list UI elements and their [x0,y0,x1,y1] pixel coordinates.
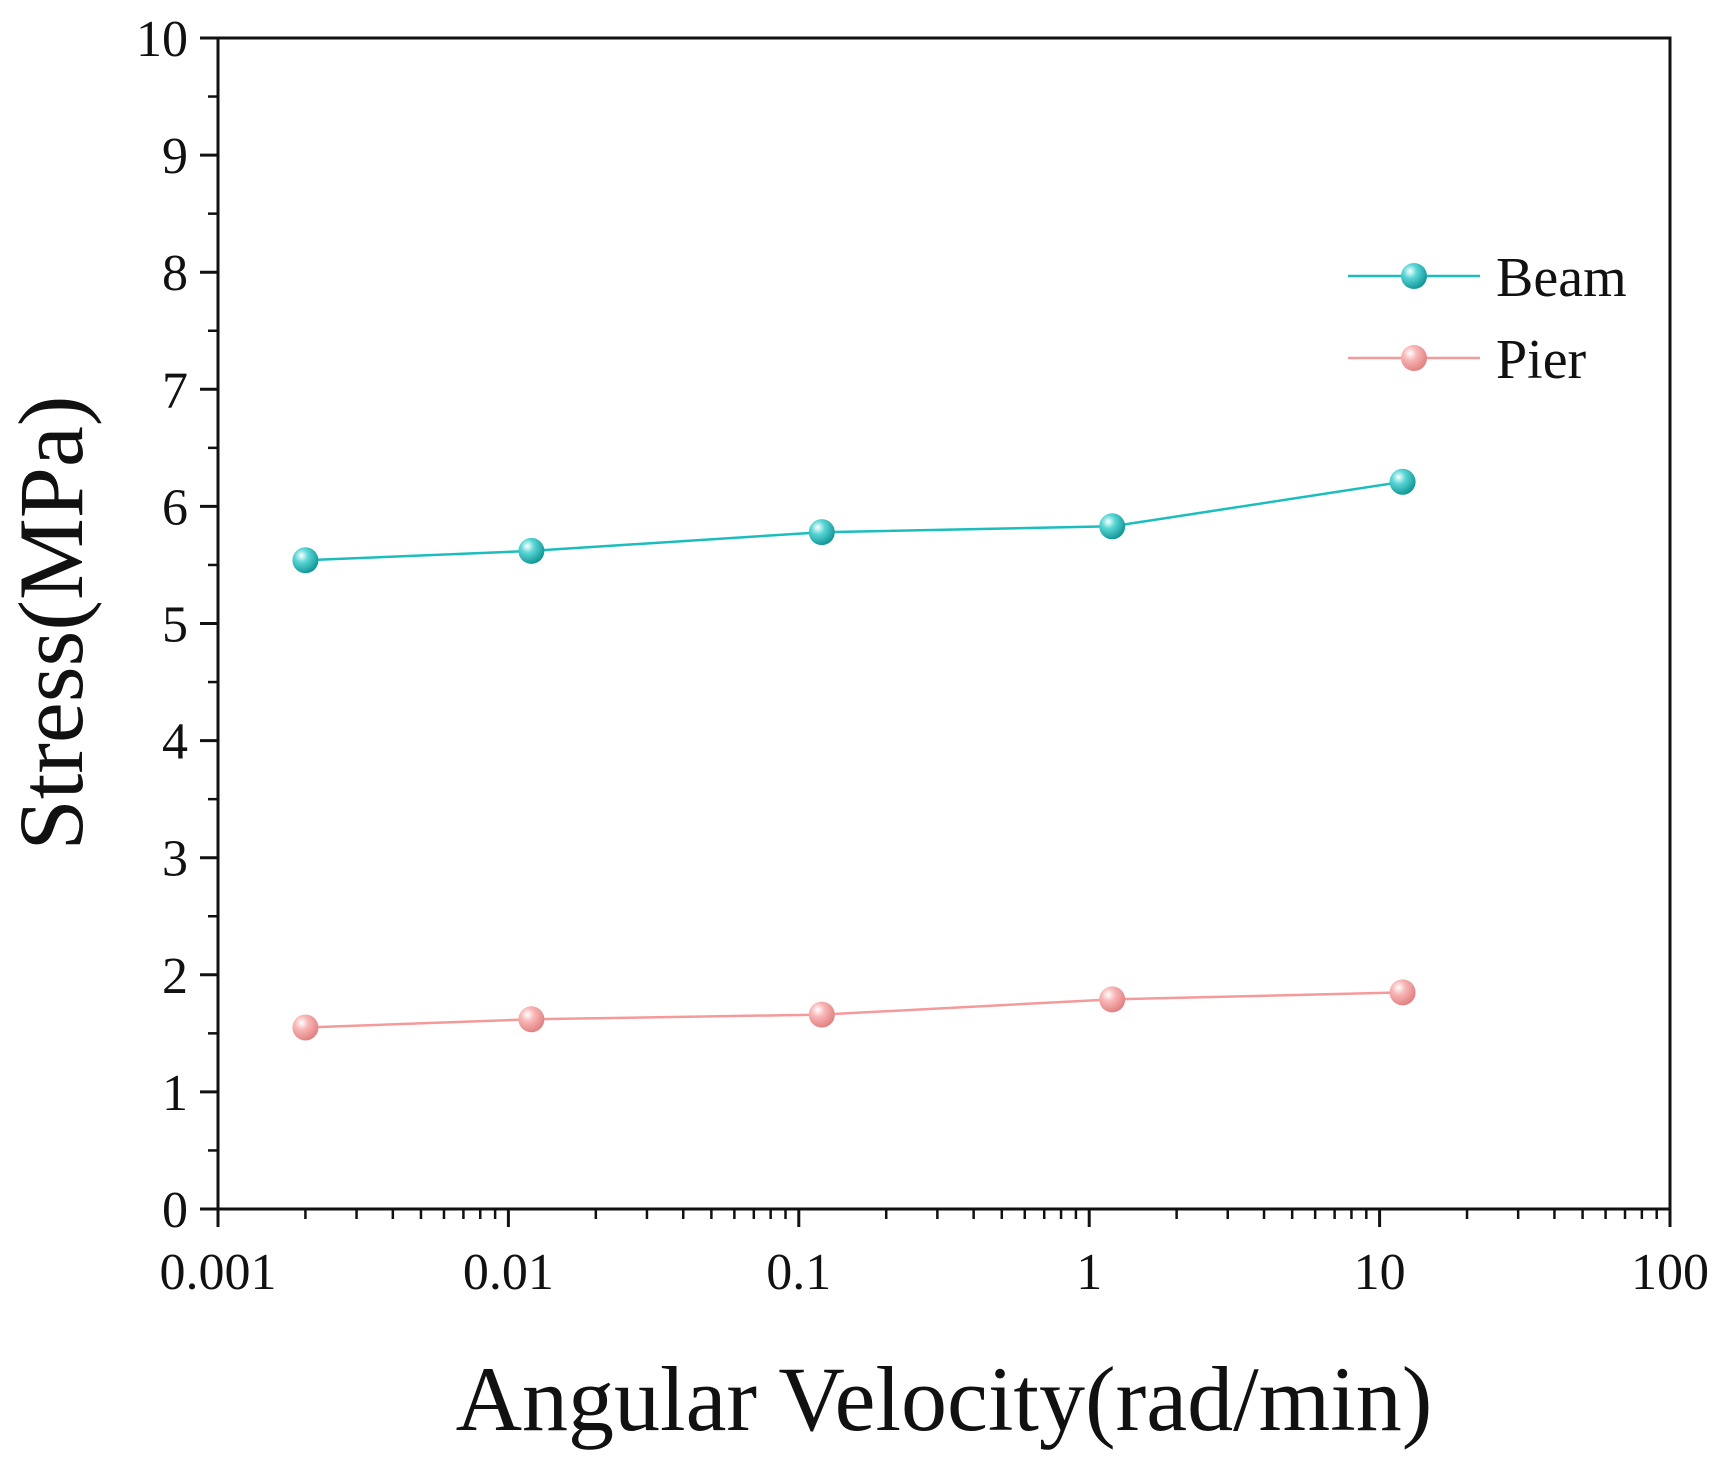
legend-label-pier: Pier [1496,329,1587,391]
x-tick-label: 100 [1631,1244,1709,1301]
y-tick-label: 6 [162,479,188,536]
data-point-beam [808,519,835,546]
y-tick-label: 8 [162,245,188,302]
data-point-pier [1099,986,1126,1013]
data-point-pier [518,1006,545,1033]
x-tick-label: 0.001 [160,1244,277,1301]
series-line-pier [305,991,1403,1029]
x-tick-label: 0.1 [766,1244,831,1301]
legend-label-beam: Beam [1496,247,1627,309]
plot-frame [216,36,1672,1211]
legend: Beam Pier [1348,247,1627,391]
data-point-pier [808,1001,835,1028]
data-point-beam [518,537,545,564]
series-line-beam [305,480,1403,562]
legend-marker-beam [1401,263,1427,289]
x-tick-label: 0.01 [463,1244,554,1301]
y-tick-label: 9 [162,128,188,185]
y-tick-label: 2 [162,948,188,1005]
y-tick-label: 10 [136,11,188,68]
legend-marker-pier [1401,345,1427,371]
y-tick-label: 3 [162,831,188,888]
y-axis-title: Stress(MPa) [0,396,102,851]
data-point-beam [292,547,319,574]
y-tick-label: 4 [162,714,188,771]
data-point-beam [1389,468,1416,495]
y-tick-label: 0 [162,1182,188,1239]
y-tick-label: 7 [162,362,188,419]
data-point-beam [1099,513,1126,540]
x-tick-label: 1 [1076,1244,1102,1301]
x-axis-title: Angular Velocity(rad/min) [456,1348,1433,1450]
x-axis-ticks: 0.001 0.01 0.1 1 10 100 [160,1209,1709,1301]
x-tick-label: 10 [1354,1244,1406,1301]
y-axis-ticks: 0 1 2 3 4 5 6 7 8 9 10 [136,11,218,1239]
y-tick-label: 1 [162,1065,188,1122]
data-point-pier [1389,979,1416,1006]
data-point-pier [292,1014,319,1041]
series-layer [292,468,1416,1041]
y-tick-label: 5 [162,597,188,654]
